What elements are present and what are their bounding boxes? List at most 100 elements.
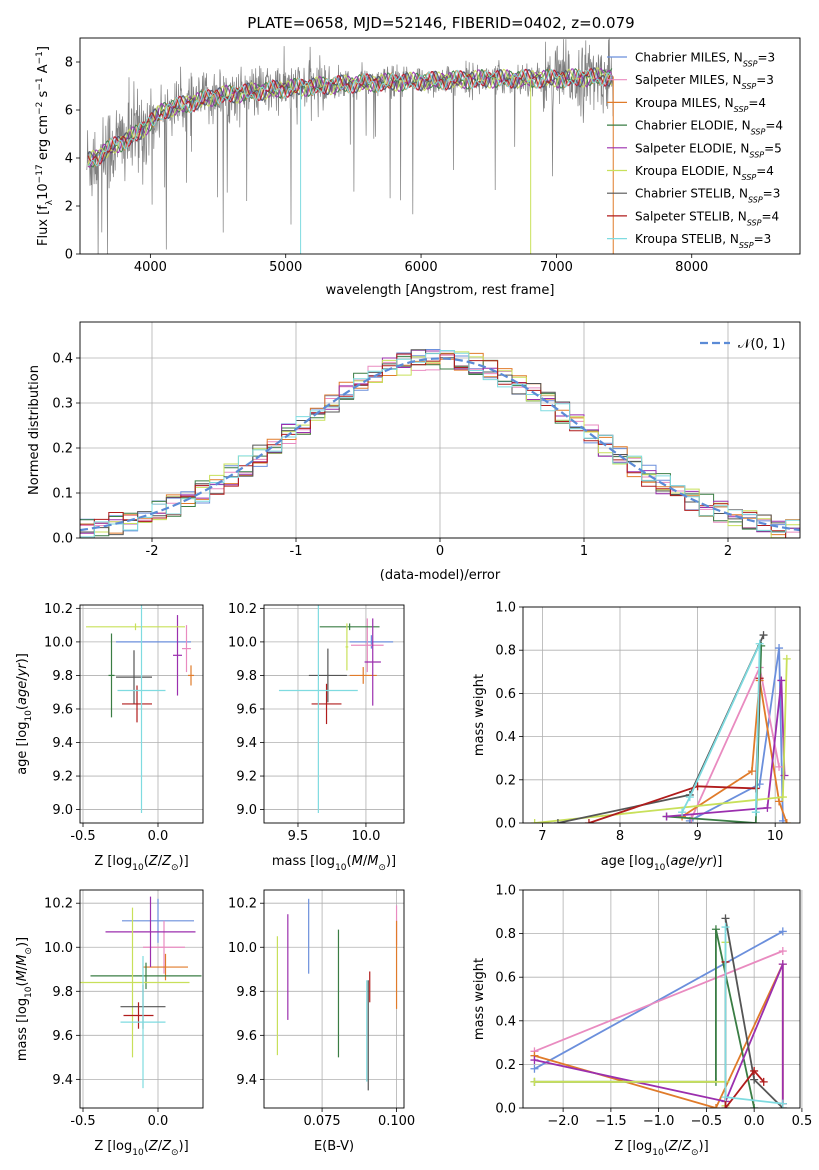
weight-marker-kroupa-stelib bbox=[721, 923, 730, 932]
y-tick-label: 0.8 bbox=[495, 927, 516, 942]
mass_vs_Z-ylabel: mass [log10(M/M⊙)] bbox=[15, 937, 34, 1061]
mass_vs_Z-plot-area bbox=[80, 896, 202, 1089]
y-tick-label: 0.0 bbox=[52, 532, 73, 547]
y-tick-label: 2 bbox=[65, 200, 73, 215]
y-tick-label: 9.6 bbox=[52, 702, 73, 717]
weight-marker-salpeter-elodie bbox=[763, 803, 772, 812]
weight-line-salpeter-elodie bbox=[666, 680, 786, 818]
mass_vs_ebv-axes: 0.075 0.100 9.4 9.6 9.8 10.0 10.2 E(B-V) bbox=[228, 889, 415, 1154]
x-tick-label: -2 bbox=[146, 544, 159, 559]
weight-marker-chabrier-miles bbox=[778, 927, 787, 936]
weight-marker-salpeter-elodie bbox=[778, 960, 787, 969]
legend-label: Kroupa MILES, NSSP=4 bbox=[635, 96, 766, 114]
x-tick-label: -1 bbox=[290, 544, 303, 559]
y-tick-label: 10.2 bbox=[228, 602, 257, 617]
y-tick-label: 0.0 bbox=[495, 1102, 516, 1117]
weight-marker-kroupa-miles bbox=[711, 1104, 720, 1108]
y-tick-label: 9.8 bbox=[236, 669, 257, 684]
age_vs_mass-frame bbox=[263, 604, 405, 824]
weight-marker-chabrier-elodie bbox=[751, 819, 760, 823]
age_vs_Z-frame bbox=[79, 604, 204, 824]
normal-curve bbox=[80, 357, 800, 532]
y-tick-label: 0.3 bbox=[52, 397, 73, 412]
weight_vs_Z-ylabel: mass weight bbox=[472, 958, 487, 1040]
y-tick-label: 9.6 bbox=[236, 1029, 257, 1044]
x-tick-label: 9 bbox=[693, 829, 701, 844]
mass_vs_Z-frame bbox=[79, 889, 204, 1109]
y-tick-label: 9.8 bbox=[236, 985, 257, 1000]
age_vs_mass-plot-area bbox=[278, 605, 394, 813]
weight_vs_age-ylabel: mass weight bbox=[472, 674, 487, 756]
x-tick-label: 4000 bbox=[134, 260, 167, 275]
x-tick-label: -0.5 bbox=[70, 1114, 95, 1129]
weight_vs_age-plot-area bbox=[530, 631, 791, 823]
weight-marker-kroupa-miles bbox=[747, 767, 756, 776]
age_vs_Z-xlabel: Z [log10(Z/Z⊙)] bbox=[94, 854, 188, 873]
weight-marker-kroupa-stelib bbox=[755, 639, 764, 648]
x-tick-label: 7 bbox=[538, 829, 546, 844]
spectrum-model-salpeter-stelib bbox=[87, 67, 613, 165]
y-tick-label: 0.4 bbox=[495, 1014, 516, 1029]
legend-label: 𝒩(0, 1) bbox=[738, 337, 785, 352]
spectrum-model-chabrier-stelib bbox=[87, 67, 613, 162]
weight-line-kroupa-stelib bbox=[681, 643, 761, 813]
weight_vs_Z-xlabel: Z [log10(Z/Z⊙)] bbox=[614, 1139, 708, 1158]
residuals-axes: -2 -1 0 1 2 0.0 0.1 0.2 0.3 0.4 𝒩(0, 1) (data-model… bbox=[27, 321, 801, 583]
weight-marker-kroupa-stelib bbox=[685, 793, 694, 802]
weight-marker-chabrier-miles bbox=[775, 644, 784, 653]
x-tick-label: 0.075 bbox=[303, 1114, 340, 1129]
weight_vs_Z-frame bbox=[522, 889, 801, 1109]
spectrum-axes: 4000 5000 6000 7000 8000 0 2 4 6 8 Chabrier MILES,… bbox=[35, 37, 801, 298]
weight_vs_age-frame bbox=[522, 606, 801, 824]
y-tick-label: 10.0 bbox=[228, 635, 257, 650]
age_vs_Z-ylabel: age [log10(age/yr)] bbox=[15, 653, 34, 775]
y-tick-label: 0.4 bbox=[52, 352, 73, 367]
legend-label: Salpeter MILES, NSSP=3 bbox=[635, 73, 774, 91]
weight-marker-kroupa-elodie bbox=[530, 1077, 539, 1086]
y-tick-label: 10.2 bbox=[44, 602, 73, 617]
spectrum-frame bbox=[79, 37, 801, 255]
y-tick-label: 0 bbox=[65, 248, 73, 263]
weight-marker-chabrier-miles bbox=[530, 1064, 539, 1073]
spectrum-plot-area bbox=[86, 38, 614, 254]
weight-marker-kroupa-elodie bbox=[530, 819, 539, 823]
y-tick-label: 10.2 bbox=[44, 897, 73, 912]
y-tick-label: 9.6 bbox=[236, 702, 257, 717]
figure-title: PLATE=0658, MJD=52146, FIBERID=0402, z=0… bbox=[247, 14, 634, 32]
weight-marker-kroupa-stelib bbox=[751, 808, 760, 817]
y-tick-label: 0.2 bbox=[495, 773, 516, 788]
age_vs_Z-axes: -0.5 0.0 9.0 9.2 9.4 9.6 9.8 10.0 10.2 Z [log10(Z… bbox=[15, 602, 204, 873]
weight_vs_age-xlabel: age [log10(age/yr)] bbox=[601, 854, 723, 873]
y-tick-label: 9.0 bbox=[52, 803, 73, 818]
y-tick-label: 9.4 bbox=[52, 736, 73, 751]
histogram-kroupa-stelib bbox=[80, 350, 800, 538]
x-tick-label: 0.0 bbox=[148, 829, 169, 844]
weight-marker-salpeter-miles bbox=[778, 947, 787, 956]
weight-marker-salpeter-elodie bbox=[777, 676, 786, 685]
y-tick-label: 9.8 bbox=[52, 669, 73, 684]
x-tick-label: −1.5 bbox=[595, 1114, 627, 1129]
legend-label: Chabrier STELIB, NSSP=3 bbox=[635, 187, 780, 205]
residuals-xlabel: (data-model)/error bbox=[380, 568, 501, 583]
x-tick-label: 10.0 bbox=[351, 829, 380, 844]
plots-group: 4000 5000 6000 7000 8000 0 2 4 6 8 Chabrier MILES,… bbox=[15, 37, 812, 1158]
mass-vs-ebv-xlabel: E(B-V) bbox=[314, 1139, 354, 1154]
weight-line-chabrier-miles bbox=[534, 930, 784, 1070]
legend-label: Chabrier MILES, NSSP=3 bbox=[635, 51, 775, 69]
y-tick-label: 9.2 bbox=[236, 770, 257, 785]
mass_vs_Z-xlabel: Z [log10(Z/Z⊙)] bbox=[94, 1139, 188, 1158]
spectrum-legend: Chabrier MILES, NSSP=3 Salpeter MILES, NS… bbox=[607, 51, 783, 250]
y-tick-label: 10.0 bbox=[44, 635, 73, 650]
x-tick-label: 0.100 bbox=[378, 1114, 415, 1129]
y-tick-label: 9.0 bbox=[236, 803, 257, 818]
y-tick-label: 0.6 bbox=[495, 687, 516, 702]
weight-marker-kroupa-stelib bbox=[678, 808, 687, 817]
y-tick-label: 4 bbox=[65, 152, 73, 167]
y-tick-label: 0.2 bbox=[52, 442, 73, 457]
y-tick-label: 10.0 bbox=[228, 941, 257, 956]
weight-marker-kroupa-stelib bbox=[721, 1093, 730, 1102]
spectrum-xlabel: wavelength [Angstrom, rest frame] bbox=[326, 283, 555, 298]
x-tick-label: 5000 bbox=[269, 260, 302, 275]
weight-marker-salpeter-stelib bbox=[750, 1066, 759, 1075]
